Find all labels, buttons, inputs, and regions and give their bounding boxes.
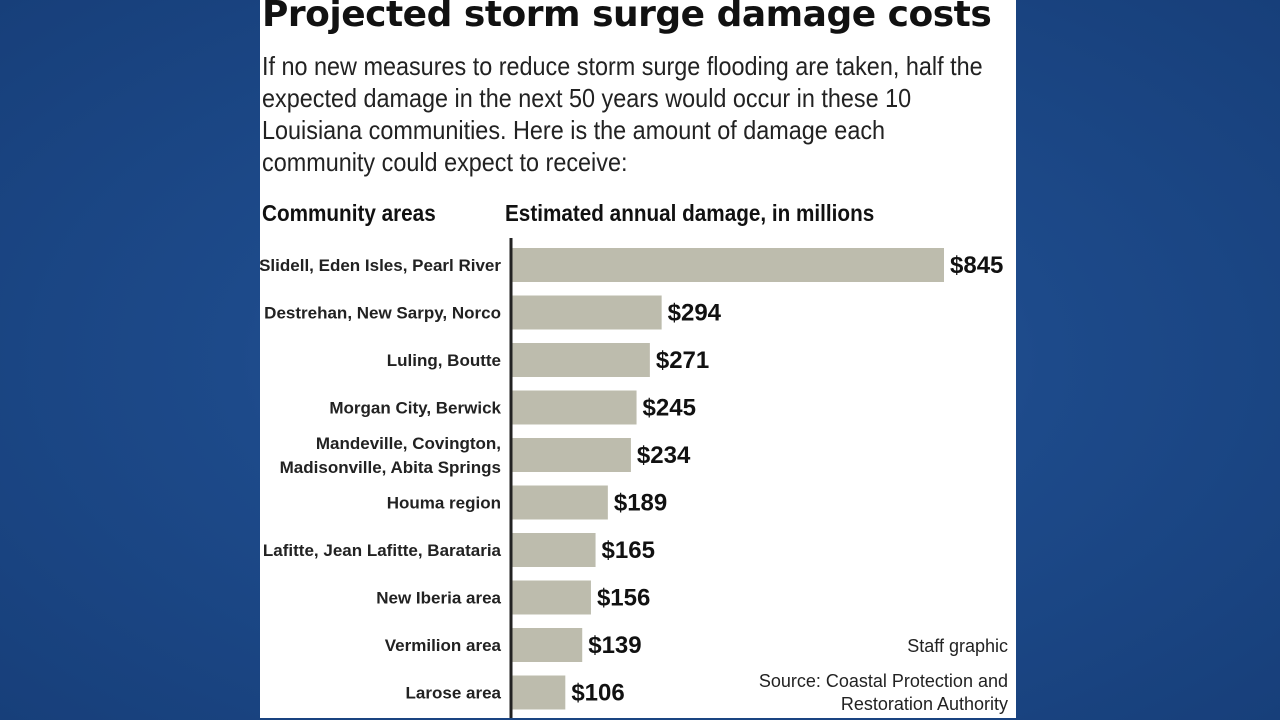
bar xyxy=(511,248,944,282)
category-label: Slidell, Eden Isles, Pearl River xyxy=(260,256,501,275)
category-label: Vermilion area xyxy=(385,636,502,655)
category-label: Houma region xyxy=(387,494,501,513)
category-label: New Iberia area xyxy=(376,589,501,608)
source-note: Source: Coastal Protection and Restorati… xyxy=(758,671,1008,714)
category-label: Luling, Boutte xyxy=(387,351,501,370)
bar-value-label: $165 xyxy=(602,537,655,564)
bar-value-label: $271 xyxy=(656,347,709,374)
bar-value-label: $156 xyxy=(597,585,650,612)
bar-value-label: $245 xyxy=(643,395,696,422)
chart-subtitle: If no new measures to reduce storm surge… xyxy=(262,51,983,177)
bar xyxy=(511,485,608,520)
bar xyxy=(511,675,566,710)
bar-value-label: $139 xyxy=(588,632,641,659)
bar xyxy=(511,580,591,615)
category-label: Mandeville, Covington, Madisonville, Abit… xyxy=(280,434,501,477)
bar-value-label: $189 xyxy=(614,490,667,517)
infographic-card: Projected storm surge damage costs If no… xyxy=(260,0,1016,718)
bar xyxy=(511,390,637,425)
bar-value-label: $234 xyxy=(637,442,691,469)
bar-chart: $845 Slidell, Eden Isles, Pearl River $294… xyxy=(260,238,1003,718)
bar-value-label: $106 xyxy=(571,680,624,707)
chart-title: Projected storm surge damage costs xyxy=(262,0,992,35)
bar xyxy=(511,295,662,330)
bar-value-label: $294 xyxy=(668,300,722,327)
bar-value-label: $845 xyxy=(950,252,1003,279)
bar xyxy=(511,438,631,472)
category-label: Destrehan, New Sarpy, Norco xyxy=(264,304,501,323)
category-label: Lafitte, Jean Lafitte, Barataria xyxy=(263,541,502,560)
bar xyxy=(511,343,650,377)
category-label: Morgan City, Berwick xyxy=(329,399,501,418)
category-label: Larose area xyxy=(406,684,502,703)
column-header-communities: Community areas xyxy=(262,200,436,226)
staff-credit: Staff graphic xyxy=(907,636,1008,656)
column-header-damage: Estimated annual damage, in millions xyxy=(505,200,875,226)
bar xyxy=(511,628,583,662)
bar xyxy=(511,533,596,567)
